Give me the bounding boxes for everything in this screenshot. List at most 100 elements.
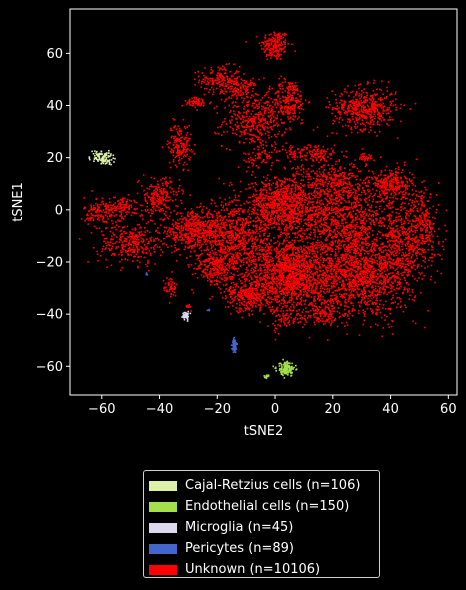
data-point xyxy=(266,239,268,241)
data-point xyxy=(166,216,169,219)
data-point xyxy=(291,216,293,219)
data-point xyxy=(279,209,281,211)
data-point xyxy=(291,267,294,270)
data-point xyxy=(362,156,365,159)
data-point xyxy=(117,199,120,202)
data-point xyxy=(186,102,188,104)
data-point xyxy=(140,213,143,216)
data-point xyxy=(185,221,188,223)
data-point xyxy=(180,142,182,145)
data-point xyxy=(221,90,224,92)
data-point xyxy=(234,132,236,135)
data-point xyxy=(128,208,130,211)
data-point xyxy=(283,121,285,124)
data-point xyxy=(264,246,267,249)
data-point xyxy=(247,209,250,211)
data-point xyxy=(191,227,194,230)
data-point xyxy=(157,186,159,188)
data-point xyxy=(246,124,249,127)
data-point xyxy=(257,209,259,211)
data-point xyxy=(206,248,208,250)
data-point xyxy=(278,38,281,40)
data-point xyxy=(237,216,239,219)
data-point xyxy=(180,224,183,227)
data-point xyxy=(271,211,274,214)
data-point xyxy=(268,137,270,139)
data-point xyxy=(231,201,233,204)
data-point xyxy=(226,231,229,233)
data-point xyxy=(170,230,172,232)
data-point xyxy=(364,106,366,108)
data-point xyxy=(282,210,284,213)
data-point xyxy=(126,210,129,213)
data-point xyxy=(294,112,296,115)
data-point xyxy=(120,254,123,257)
data-point xyxy=(204,79,206,81)
data-point xyxy=(291,85,294,87)
data-point xyxy=(176,222,178,224)
data-point xyxy=(173,127,175,129)
data-point xyxy=(349,104,351,106)
data-point xyxy=(344,112,346,115)
data-point xyxy=(233,253,235,256)
data-point xyxy=(355,94,357,97)
data-point xyxy=(148,196,150,198)
data-point xyxy=(157,231,159,234)
data-point xyxy=(257,115,260,118)
data-point xyxy=(356,105,359,108)
data-point xyxy=(272,182,274,184)
data-point xyxy=(114,202,116,204)
data-point xyxy=(93,225,96,228)
data-point xyxy=(227,269,230,272)
data-point xyxy=(289,280,291,283)
data-point xyxy=(283,212,285,214)
data-point xyxy=(235,255,238,258)
data-point xyxy=(240,133,243,136)
data-point xyxy=(197,231,199,233)
data-point xyxy=(263,255,266,258)
data-point xyxy=(243,257,245,260)
data-point xyxy=(284,190,287,193)
data-point xyxy=(175,191,177,194)
data-point xyxy=(217,66,219,69)
data-point xyxy=(281,33,284,36)
data-point xyxy=(266,243,268,246)
data-point xyxy=(251,248,254,250)
data-point xyxy=(135,240,137,243)
data-point xyxy=(172,117,174,120)
data-point xyxy=(247,239,250,241)
data-point xyxy=(260,134,263,136)
data-point xyxy=(223,234,225,237)
data-point xyxy=(193,239,195,241)
data-point xyxy=(141,185,143,187)
data-point xyxy=(225,232,228,235)
data-point xyxy=(251,121,254,124)
data-point xyxy=(213,107,216,110)
data-point xyxy=(278,204,280,206)
data-point xyxy=(270,51,273,53)
data-point xyxy=(257,219,259,222)
data-point xyxy=(169,198,172,201)
data-point xyxy=(277,178,280,181)
data-point xyxy=(246,275,249,277)
data-point xyxy=(161,182,164,185)
data-point xyxy=(274,38,277,41)
data-point xyxy=(229,211,232,213)
data-point xyxy=(193,219,196,221)
data-point xyxy=(236,247,238,249)
data-point xyxy=(221,69,223,71)
data-point xyxy=(220,67,222,70)
data-point xyxy=(294,88,297,90)
data-point xyxy=(248,201,251,204)
data-point xyxy=(91,207,93,210)
data-point xyxy=(124,204,127,207)
data-point xyxy=(370,116,373,119)
data-point xyxy=(377,105,379,107)
data-point xyxy=(170,245,173,247)
data-point xyxy=(269,206,271,209)
data-point xyxy=(189,100,191,103)
data-point xyxy=(194,224,197,226)
data-point xyxy=(323,151,326,153)
data-point xyxy=(184,246,187,249)
data-point xyxy=(270,192,273,194)
